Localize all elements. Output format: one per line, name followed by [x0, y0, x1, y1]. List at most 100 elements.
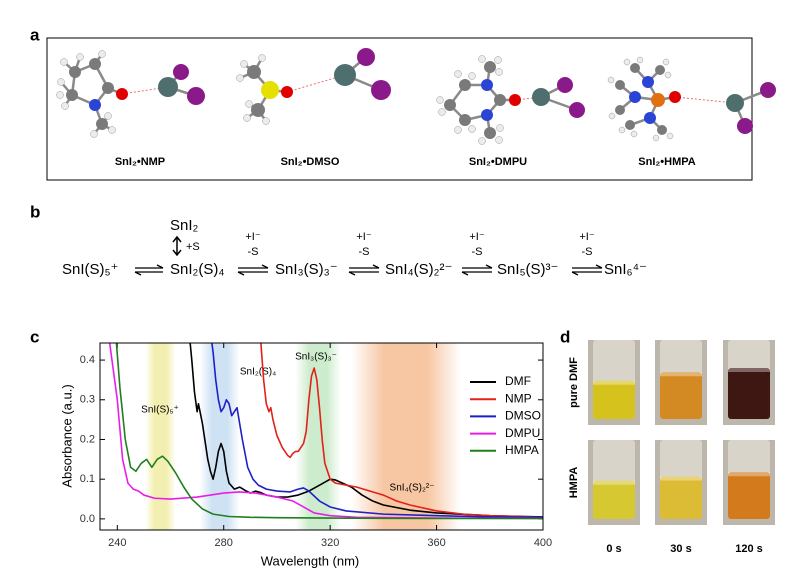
arrow-head	[261, 264, 269, 269]
meniscus	[728, 472, 770, 477]
atom	[662, 58, 670, 66]
atom	[481, 79, 493, 91]
scheme-condition: -S	[472, 246, 483, 258]
scheme-species: SnI₂	[170, 217, 199, 234]
atom	[664, 71, 672, 79]
atom	[90, 130, 98, 138]
atom	[357, 48, 375, 66]
photo	[588, 440, 640, 525]
atom	[478, 137, 486, 145]
atom	[96, 118, 108, 130]
atom	[496, 124, 504, 132]
x-tick-label: 280	[215, 537, 233, 549]
atom	[251, 103, 265, 117]
atom	[669, 91, 681, 103]
x-tick-label: 400	[534, 537, 552, 549]
series-line	[211, 343, 543, 519]
arrow-head	[348, 271, 356, 276]
photo	[588, 340, 640, 425]
atom	[438, 108, 446, 116]
molecule-label: SnI₂•DMSO	[281, 156, 340, 168]
scheme-condition: -S	[248, 246, 259, 258]
atom	[454, 70, 462, 78]
panel-label: c	[30, 327, 39, 346]
meniscus	[660, 476, 702, 481]
atom	[607, 76, 615, 84]
atom	[108, 126, 116, 134]
atom	[494, 94, 506, 106]
atom	[56, 91, 64, 99]
atom	[89, 58, 101, 70]
atom	[629, 91, 641, 103]
atom	[642, 76, 654, 88]
scheme-condition: +I⁻	[245, 231, 260, 243]
scheme-species: SnI(S)₅⁺	[62, 261, 118, 278]
scheme-species: SnI₆⁴⁻	[604, 261, 647, 278]
y-tick-label: 0.0	[80, 513, 95, 525]
arrow-head	[156, 264, 164, 269]
atom	[630, 63, 640, 73]
atom	[615, 105, 625, 115]
atom	[236, 74, 244, 82]
liquid	[728, 472, 770, 519]
y-tick-label: 0.1	[80, 473, 95, 485]
molecule-label: SnI₂•DMPU	[469, 156, 527, 168]
atom	[334, 64, 356, 86]
atom	[478, 55, 486, 63]
series-line	[260, 343, 543, 519]
atom	[625, 120, 635, 130]
atom	[481, 109, 493, 121]
arrow-head	[571, 271, 579, 276]
x-tick-label: 320	[321, 537, 339, 549]
atom	[371, 80, 391, 100]
atom	[615, 80, 625, 90]
scheme-species: SnI₄(S)₂²⁻	[385, 261, 452, 278]
atom	[158, 77, 178, 97]
atom	[636, 56, 644, 64]
legend-label: DMPU	[505, 426, 540, 440]
liquid	[660, 372, 702, 419]
scheme-condition: +I⁻	[356, 231, 371, 243]
atom	[243, 114, 251, 122]
series-line	[108, 343, 543, 520]
meniscus	[728, 368, 770, 372]
scheme-condition: +I⁻	[579, 231, 594, 243]
liquid	[660, 476, 702, 519]
liquid	[728, 368, 770, 419]
atom	[247, 65, 261, 79]
atom	[494, 56, 502, 64]
plot-frame	[99, 342, 544, 531]
atom	[57, 78, 65, 86]
arrow-head	[485, 264, 493, 269]
atom	[76, 53, 84, 61]
atom	[61, 102, 69, 110]
meniscus	[593, 380, 635, 385]
atom	[69, 66, 81, 78]
band-label: SnI₄(S)₂²⁻	[390, 483, 435, 494]
molecule	[607, 56, 776, 142]
atom	[608, 112, 616, 120]
photo	[723, 440, 775, 525]
arrow-head	[172, 235, 182, 257]
atom	[657, 125, 667, 135]
atom	[557, 77, 573, 93]
band	[351, 343, 461, 530]
molecule	[56, 50, 205, 138]
atom	[630, 130, 638, 138]
molecule	[236, 48, 391, 125]
band-label: SnI(S)₅⁺	[141, 405, 179, 416]
scheme-condition: +S	[186, 241, 200, 253]
molecule-label: SnI₂•HMPA	[638, 156, 695, 168]
col-label: 0 s	[606, 543, 621, 555]
atom	[484, 61, 496, 73]
row-label: HMPA	[568, 467, 580, 499]
atom	[666, 132, 674, 140]
atom	[760, 82, 776, 98]
atom	[569, 102, 585, 118]
atom	[726, 94, 744, 112]
atom	[281, 86, 293, 98]
scheme-condition: -S	[582, 246, 593, 258]
atom	[644, 112, 656, 124]
atom	[104, 112, 112, 120]
